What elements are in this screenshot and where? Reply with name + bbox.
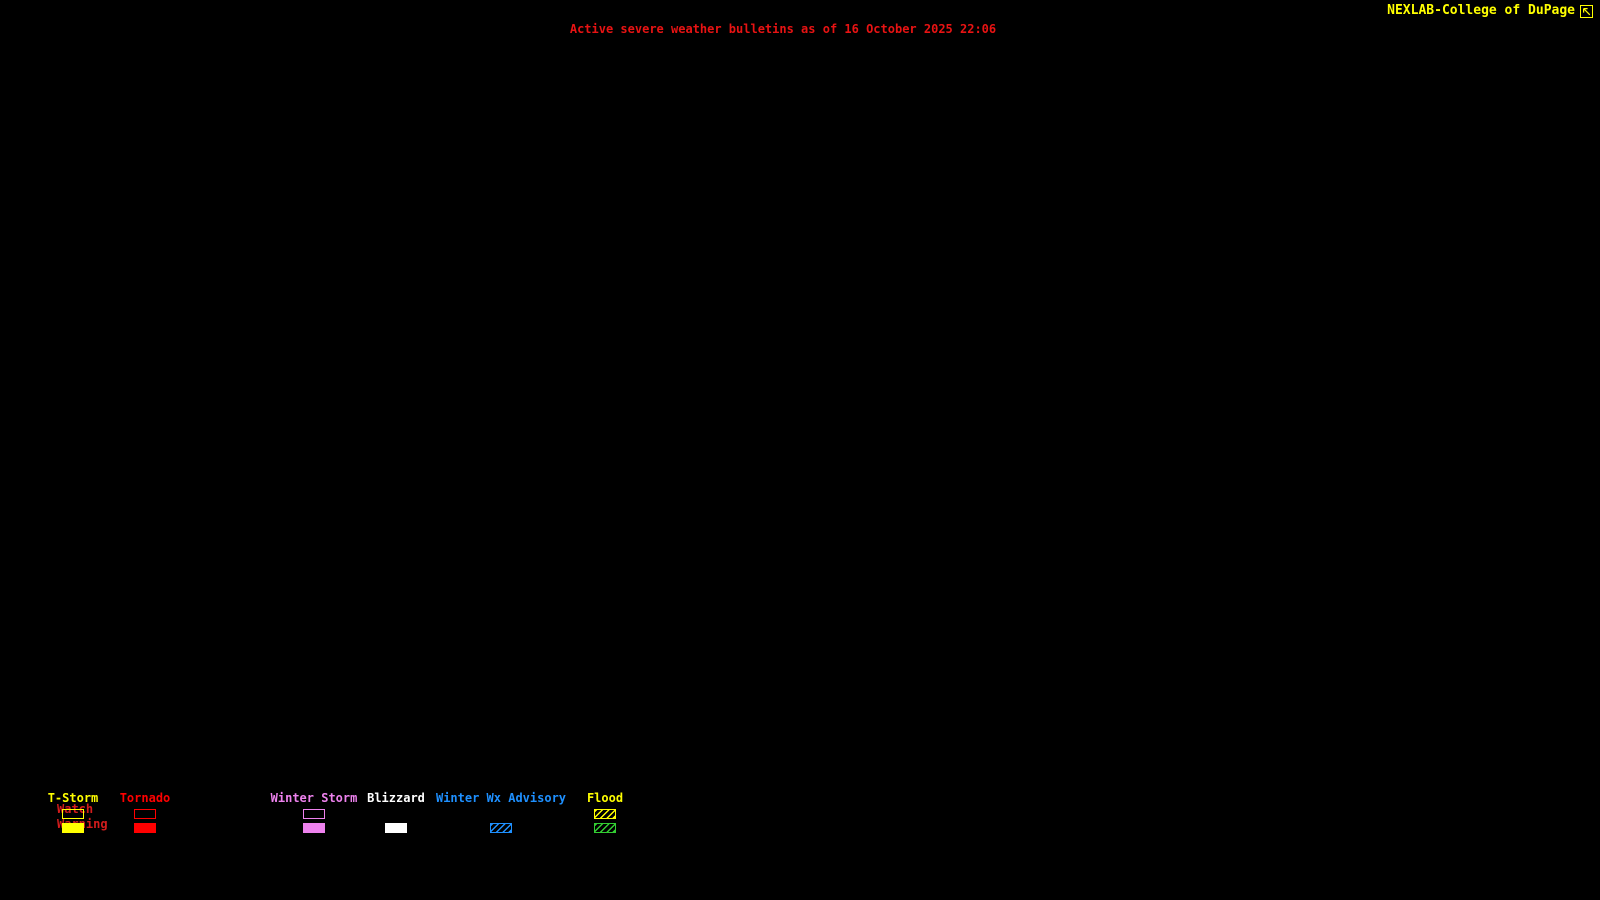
attribution-text: NEXLAB-College of DuPage: [1387, 3, 1575, 18]
winter-storm-warning-swatch: [303, 823, 325, 833]
tornado-watch-swatch: [134, 809, 156, 819]
legend-column-winter-storm: Winter Storm: [234, 792, 394, 835]
t-storm-watch-swatch: [62, 809, 84, 819]
tornado-warning-swatch: [134, 823, 156, 833]
winter-storm-watch-swatch: [303, 809, 325, 819]
attribution: NEXLAB-College of DuPage: [1387, 4, 1593, 18]
legend: Watch Warning T-Storm Tornado Winter Sto…: [0, 790, 720, 850]
flood-watch-swatch: [594, 809, 616, 819]
legend-column-t-storm: T-Storm: [0, 792, 153, 835]
flood-warning-swatch: [594, 823, 616, 833]
legend-column-blizzard: Blizzard: [316, 792, 476, 835]
t-storm-label: T-Storm: [47, 791, 99, 805]
tornado-label: Tornado: [119, 791, 171, 805]
legend-column-winter-wx-advisory: Winter Wx Advisory: [421, 792, 581, 835]
nw-arrow-box-icon: [1580, 4, 1593, 18]
winter-wx-advisory-label: Winter Wx Advisory: [435, 791, 567, 805]
winter-wx-advisory-swatch: [490, 823, 512, 833]
bulletin-title: Active severe weather bulletins as of 16…: [569, 22, 997, 36]
blizzard-warning-swatch: [385, 823, 407, 833]
blizzard-label: Blizzard: [367, 791, 425, 805]
winter-storm-label: Winter Storm: [270, 791, 358, 805]
legend-column-flood: Flood: [525, 792, 685, 835]
t-storm-warning-swatch: [62, 823, 84, 833]
legend-column-tornado: Tornado: [65, 792, 225, 835]
flood-label: Flood: [586, 791, 624, 805]
